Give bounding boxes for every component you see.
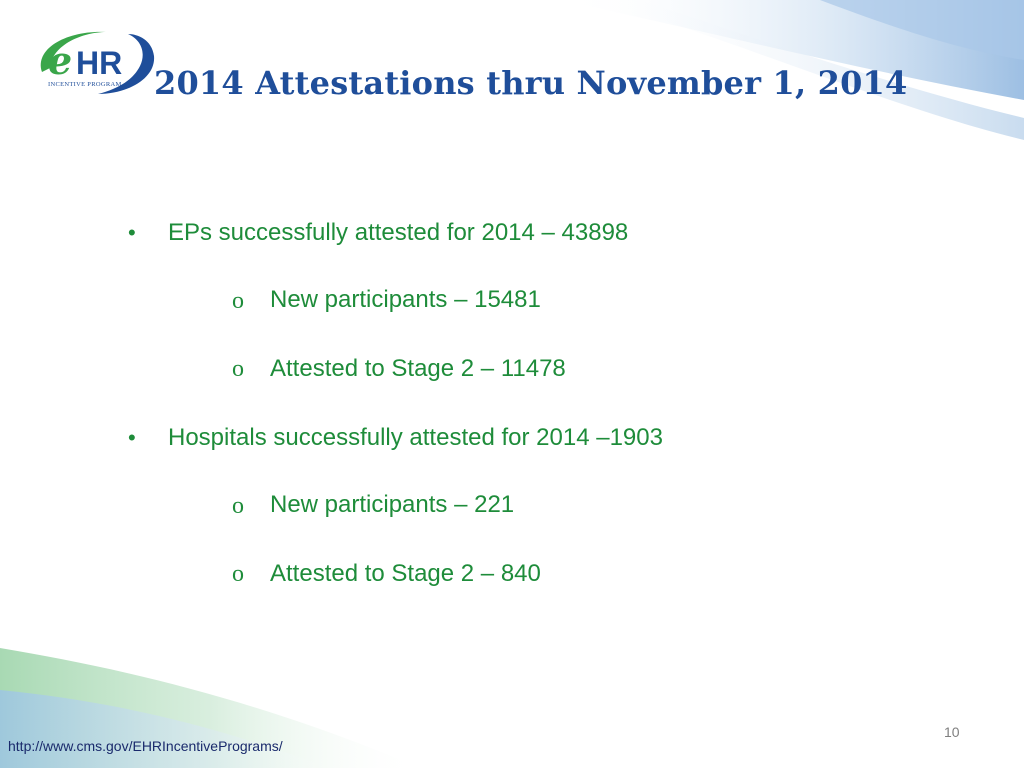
bullet-hospitals-attested: Hospitals successfully attested for 2014…: [168, 424, 663, 451]
bullet-marker: •: [128, 425, 136, 450]
sub-bullet-marker: o: [232, 561, 244, 587]
sub-bullet-hospitals-stage-2: Attested to Stage 2 – 840: [270, 560, 541, 587]
top-swoosh-decoration: [560, 0, 1024, 140]
page-number: 10: [944, 724, 960, 740]
footer-url-link[interactable]: http://www.cms.gov/EHRIncentivePrograms/: [8, 738, 283, 754]
bullet-eps-attested: EPs successfully attested for 2014 – 438…: [168, 219, 629, 246]
ehr-logo: e HR INCENTIVE PROGRAM: [40, 31, 155, 94]
sub-bullet-eps-new-participants: New participants – 15481: [270, 286, 541, 313]
svg-text:INCENTIVE PROGRAM: INCENTIVE PROGRAM: [48, 81, 122, 88]
sub-bullet-marker: o: [232, 356, 244, 382]
sub-bullet-hospitals-new-participants: New participants – 221: [270, 491, 515, 518]
sub-bullet-marker: o: [232, 493, 244, 519]
sub-bullet-eps-stage-2: Attested to Stage 2 – 11478: [270, 355, 566, 382]
svg-text:HR: HR: [76, 45, 122, 81]
sub-bullet-marker: o: [232, 288, 244, 314]
bullet-marker: •: [128, 220, 136, 245]
svg-text:e: e: [48, 38, 72, 83]
slide-title: 2014 Attestations thru November 1, 2014: [154, 64, 908, 102]
